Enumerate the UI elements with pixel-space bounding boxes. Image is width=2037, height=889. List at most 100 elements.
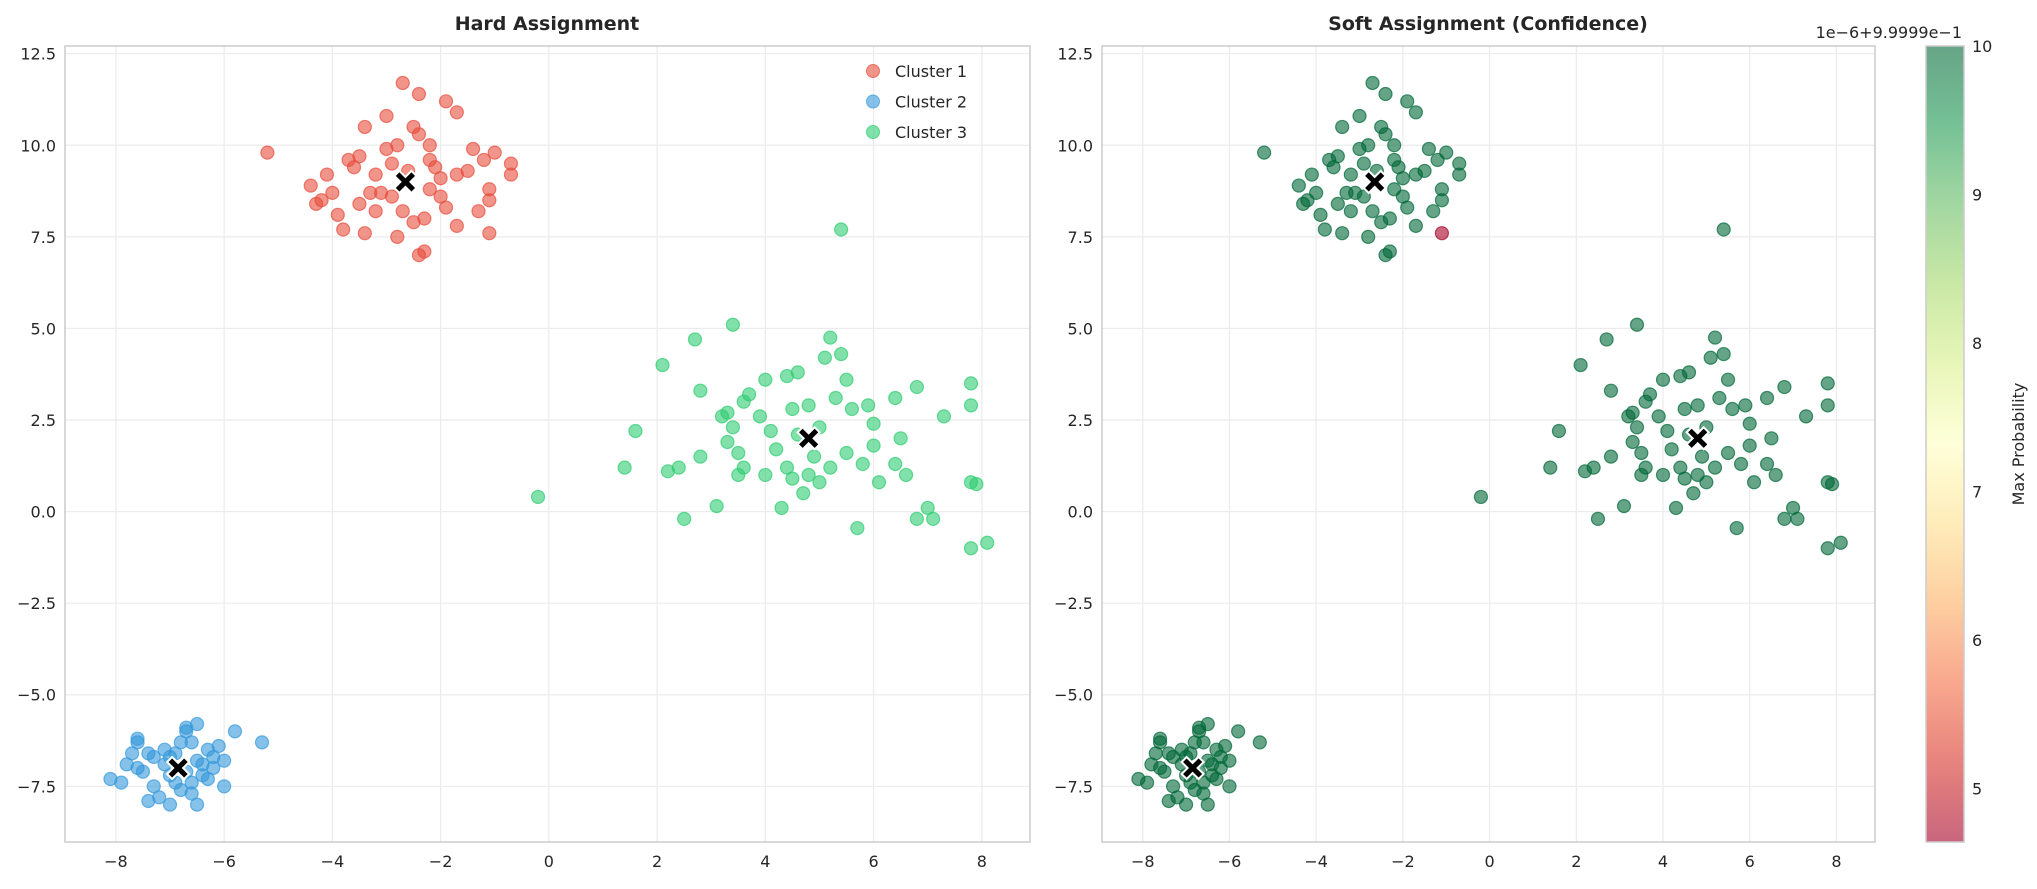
soft-point <box>1651 409 1666 424</box>
soft-point <box>1720 445 1736 461</box>
soft-point <box>1343 204 1358 219</box>
y-tick-label: −2.5 <box>17 594 56 613</box>
cluster-1-point <box>336 222 351 237</box>
cluster-1-point <box>465 141 481 157</box>
soft-point <box>1694 449 1710 464</box>
soft-point <box>1686 486 1701 501</box>
soft-point <box>1616 498 1632 514</box>
cluster-3-point <box>693 449 708 464</box>
soft-point <box>1152 731 1168 746</box>
y-tick-label: 5.0 <box>31 319 56 338</box>
legend-marker <box>866 125 880 139</box>
cluster-3-point <box>785 401 800 417</box>
cluster-1-point <box>379 108 394 124</box>
cluster-3-point <box>828 390 843 406</box>
y-tick-label: −2.5 <box>1054 594 1093 613</box>
cluster-3-point <box>677 511 692 527</box>
soft-point <box>1335 226 1350 241</box>
y-tick-label: 7.5 <box>31 228 56 247</box>
x-tick-label: 8 <box>1831 852 1841 871</box>
cluster-3-point <box>888 390 903 406</box>
centroid-x-marker <box>393 169 418 195</box>
cluster-3-point <box>736 460 751 475</box>
soft-point <box>1400 94 1415 109</box>
soft-point <box>1824 477 1840 492</box>
cluster-3-point <box>817 350 832 365</box>
hard-assignment-axes: −8 −6 −4 −2 0 2 4 6 8 −7.5 −5.0 −2.5 0.0 2.5 5.0 7.5 10.… <box>17 45 1031 871</box>
cluster-1-point <box>373 185 389 200</box>
cluster-3-point <box>758 372 773 387</box>
cluster-1-point <box>482 182 497 197</box>
centroid-x-marker <box>1180 755 1206 781</box>
legend-label: Cluster 3 <box>895 123 967 142</box>
soft-point <box>1395 171 1410 186</box>
soft-assignment-axes: −8 −6 −4 −2 0 2 4 6 8 −7.5 −5.0 −2.5 0.0 2.5 5.0 7.5 10.… <box>1054 45 1876 871</box>
cluster-1-point <box>330 207 345 222</box>
soft-point <box>1681 365 1697 380</box>
cluster-1-point <box>417 244 432 259</box>
cluster-1-point <box>482 226 497 241</box>
cluster-1-point <box>438 200 454 215</box>
y-tick-label: 7.5 <box>1068 228 1093 247</box>
soft-point <box>1720 372 1736 387</box>
x-tick-label: 4 <box>760 852 770 871</box>
cluster-3-point <box>671 460 686 475</box>
y-tick-label: 0.0 <box>1068 503 1093 522</box>
cluster-1-point <box>379 141 394 157</box>
soft-point <box>1707 330 1723 345</box>
soft-point <box>1543 460 1558 475</box>
soft-point <box>1213 749 1228 765</box>
y-tick-label: 12.5 <box>20 45 56 64</box>
cluster-2-point <box>162 797 178 812</box>
soft-point <box>1161 746 1176 761</box>
cluster-2-point <box>114 775 129 790</box>
cluster-3-point <box>752 409 768 424</box>
cluster-2-point <box>130 731 145 746</box>
colorbar: 5 6 7 8 9 10 <box>1925 37 1992 843</box>
colorbar-frame <box>1925 45 1965 843</box>
soft-point <box>1196 735 1211 750</box>
soft-point <box>1200 716 1215 732</box>
x-tick-label: −2 <box>1391 852 1415 871</box>
cluster-3-point <box>769 442 784 457</box>
soft-point <box>1768 467 1783 483</box>
soft-point <box>1365 75 1380 91</box>
cluster-3-point <box>687 332 703 347</box>
cluster-3-point <box>758 467 773 483</box>
soft-point <box>1408 105 1423 120</box>
soft-point <box>1586 460 1601 475</box>
cluster-2-point <box>189 797 205 812</box>
cluster-3-point <box>823 460 838 475</box>
soft-point <box>1703 350 1718 365</box>
colorbar-tick-label: 10 <box>1972 37 1992 56</box>
cluster-1-point <box>422 138 437 153</box>
cluster-3-point <box>871 475 887 490</box>
cluster-1-point <box>368 204 383 219</box>
soft-assignment-title: Soft Assignment (Confidence) <box>1328 13 1648 35</box>
soft-point <box>1343 167 1358 182</box>
y-tick-label: 2.5 <box>1068 411 1093 430</box>
soft-point <box>1664 442 1679 457</box>
soft-point <box>1638 460 1653 475</box>
soft-point <box>1356 156 1371 171</box>
cluster-3-point <box>969 477 984 492</box>
cluster-2-point <box>189 716 205 732</box>
colorbar-label: Max Probability <box>2009 383 2028 506</box>
cluster-1-point <box>314 193 329 208</box>
soft-point <box>1378 127 1393 142</box>
cluster-1-point <box>487 145 502 160</box>
soft-point <box>1439 145 1454 160</box>
legend-marker <box>866 64 880 78</box>
y-tick-label: −5.0 <box>17 686 56 705</box>
cluster-1-point <box>476 152 492 168</box>
colorbar-tick-label: 8 <box>1972 334 1982 353</box>
soft-point <box>1473 489 1489 505</box>
cluster-2-point <box>141 746 156 761</box>
cluster-1-point <box>471 204 486 219</box>
cluster-3-point <box>861 398 876 413</box>
legend-label: Cluster 2 <box>895 93 967 112</box>
soft-point <box>1352 108 1367 124</box>
cluster-3-point <box>693 383 708 398</box>
cluster-3-point <box>709 498 724 514</box>
